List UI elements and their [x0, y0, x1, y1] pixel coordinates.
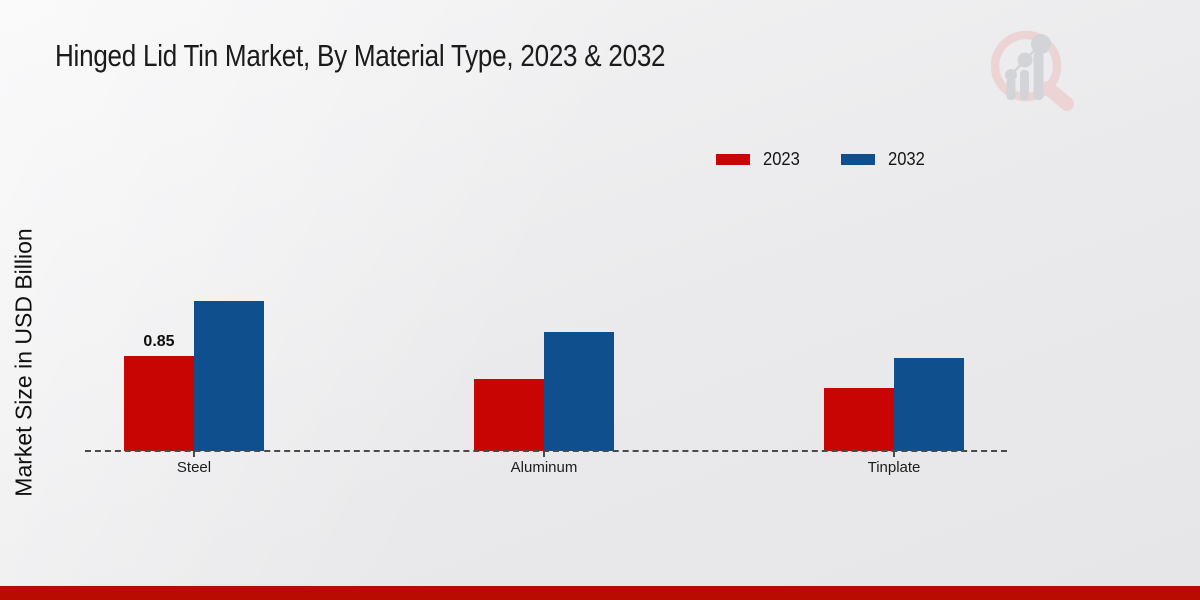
x-axis-category-label-tinplate: Tinplate [867, 459, 921, 476]
legend: 2023 2032 [716, 149, 928, 170]
legend-swatch-2023 [716, 154, 750, 165]
bar-aluminum-2032 [544, 332, 614, 451]
legend-item-2023: 2023 [716, 149, 803, 170]
bar-tinplate-2032 [894, 358, 964, 451]
footer-accent-bar [0, 586, 1200, 600]
x-axis-tick-steel [193, 451, 195, 457]
bar-value-label: 0.85 [143, 333, 175, 350]
legend-item-2032: 2032 [841, 149, 928, 170]
bar-steel-2023 [124, 356, 194, 451]
x-axis-tick-aluminum [543, 451, 545, 457]
legend-label-2032: 2032 [888, 149, 925, 169]
magnifier-bar-chart-logo-icon [990, 30, 1074, 111]
x-axis-category-label-aluminum: Aluminum [510, 459, 578, 476]
bar-aluminum-2023 [474, 379, 544, 451]
x-axis-tick-tinplate [893, 451, 895, 457]
x-axis-baseline [85, 450, 1007, 452]
legend-label-2023: 2023 [763, 149, 800, 169]
bar-tinplate-2023 [824, 388, 894, 451]
legend-swatch-2032 [841, 154, 876, 165]
chart-title: Hinged Lid Tin Market, By Material Type,… [55, 38, 666, 73]
bar-steel-2032 [194, 301, 264, 451]
x-axis-category-label-steel: Steel [176, 459, 212, 476]
